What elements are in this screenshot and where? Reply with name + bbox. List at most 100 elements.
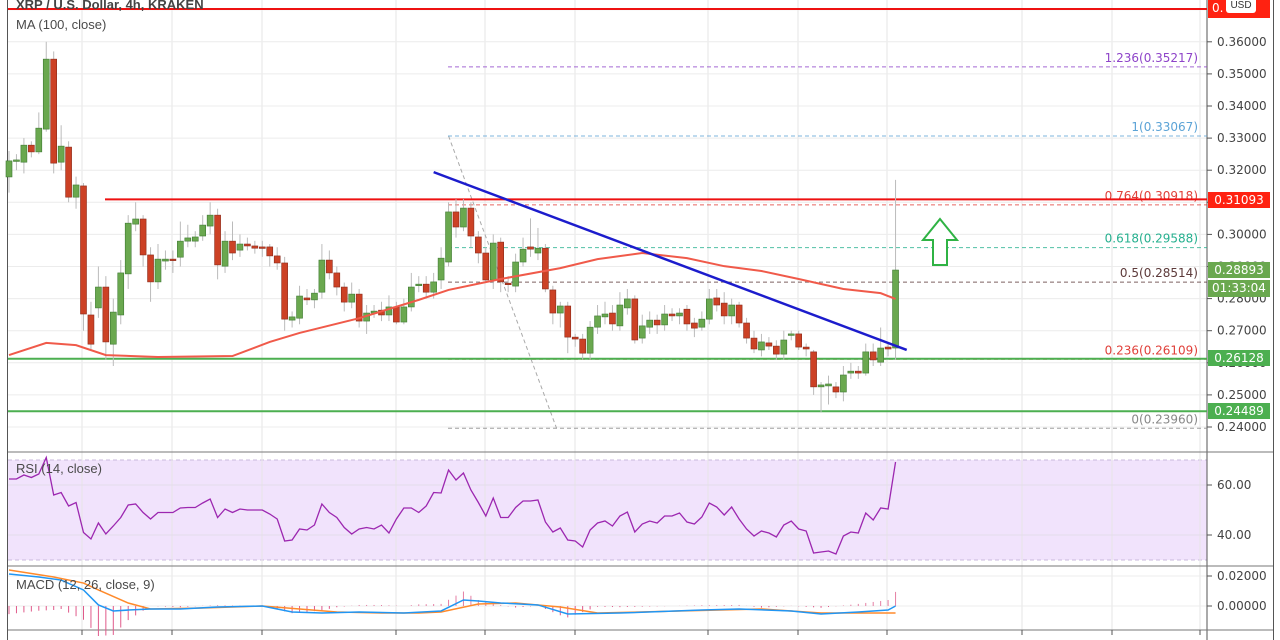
candle-body bbox=[825, 383, 832, 387]
candle-body bbox=[586, 326, 594, 354]
macd-line bbox=[8, 573, 896, 615]
candle-body bbox=[318, 259, 326, 293]
candle-body bbox=[258, 246, 266, 249]
candle-body bbox=[728, 304, 735, 317]
candle bbox=[869, 343, 877, 367]
candle-body bbox=[504, 282, 512, 285]
candle bbox=[720, 292, 728, 325]
candle-body bbox=[437, 257, 445, 281]
candle-body bbox=[452, 211, 460, 228]
fib-level-label: 0.764(0.30918) bbox=[1105, 189, 1198, 203]
macd-tick-label: 0.00000 bbox=[1217, 599, 1267, 613]
candle bbox=[579, 333, 586, 360]
candle-body bbox=[288, 316, 296, 321]
candle bbox=[363, 305, 370, 334]
candle-body bbox=[102, 286, 110, 343]
candle-body bbox=[281, 262, 288, 320]
candle-body bbox=[497, 241, 505, 283]
candle-body bbox=[132, 218, 139, 225]
fib-level-label: 1.236(0.35217) bbox=[1105, 51, 1198, 65]
candle-body bbox=[698, 318, 706, 328]
candle-body bbox=[430, 281, 437, 293]
candle bbox=[28, 141, 35, 158]
candle-body bbox=[489, 242, 497, 281]
candle bbox=[892, 179, 899, 360]
candle bbox=[35, 112, 43, 155]
candle-body bbox=[154, 258, 162, 283]
candle-body bbox=[854, 370, 862, 374]
candle-body bbox=[266, 246, 274, 257]
candle bbox=[124, 215, 132, 289]
candle-body bbox=[177, 240, 184, 258]
candle bbox=[661, 305, 668, 331]
candle bbox=[177, 221, 184, 267]
candle-body bbox=[549, 289, 557, 314]
candle bbox=[825, 375, 832, 405]
rsi-tick-label: 60.00 bbox=[1217, 478, 1251, 492]
candle-body bbox=[147, 254, 154, 283]
candle bbox=[460, 199, 467, 232]
candle bbox=[631, 295, 639, 344]
candle bbox=[773, 340, 780, 360]
candle bbox=[765, 337, 773, 350]
candle bbox=[482, 247, 490, 283]
candle bbox=[65, 141, 72, 203]
candle bbox=[750, 330, 758, 354]
candle-body bbox=[676, 312, 683, 317]
candle-body bbox=[348, 293, 356, 303]
candle bbox=[273, 247, 281, 270]
candle-body bbox=[303, 297, 311, 301]
price-tick-label: 0.36000 bbox=[1217, 35, 1267, 49]
candle bbox=[884, 343, 892, 357]
candle bbox=[728, 298, 735, 325]
candle bbox=[95, 266, 102, 318]
candle-body bbox=[832, 386, 840, 393]
candle-body bbox=[65, 146, 72, 198]
candle-body bbox=[892, 269, 899, 349]
candle-body bbox=[862, 351, 870, 374]
candle-body bbox=[795, 333, 803, 348]
candle-body bbox=[229, 240, 236, 254]
candle-body bbox=[28, 144, 35, 153]
candle bbox=[497, 237, 505, 293]
candle bbox=[80, 183, 87, 331]
candle bbox=[854, 366, 862, 379]
candle-body bbox=[355, 293, 363, 322]
candle bbox=[743, 317, 750, 344]
candle bbox=[326, 250, 333, 280]
candle bbox=[199, 215, 206, 241]
candle-body bbox=[445, 211, 452, 263]
candle-body bbox=[616, 304, 624, 327]
candle-body bbox=[139, 218, 147, 256]
support-1-price-badge: 0.26128 bbox=[1208, 350, 1270, 366]
candle-body bbox=[482, 252, 490, 281]
macd-legend: MACD (12, 26, close, 9) bbox=[16, 577, 155, 592]
candle bbox=[400, 298, 408, 325]
candle bbox=[624, 288, 631, 315]
currency-label[interactable]: USD bbox=[1226, 0, 1256, 13]
candle-body bbox=[124, 222, 132, 275]
candle bbox=[817, 382, 825, 413]
candle bbox=[102, 276, 110, 360]
candle bbox=[549, 285, 557, 325]
candle bbox=[340, 282, 348, 312]
candle-body bbox=[296, 295, 303, 319]
candle bbox=[795, 330, 803, 350]
candle-body bbox=[333, 272, 341, 288]
candle-body bbox=[326, 259, 333, 274]
ma100-line bbox=[8, 252, 896, 359]
candle bbox=[318, 244, 326, 299]
candle bbox=[57, 125, 65, 171]
candle-body bbox=[773, 345, 780, 355]
candle bbox=[475, 231, 482, 264]
fib-level-label: 1(0.33067) bbox=[1131, 120, 1198, 134]
candle bbox=[609, 305, 616, 331]
candle-body bbox=[631, 298, 639, 341]
candle bbox=[5, 150, 13, 193]
candle bbox=[758, 333, 765, 357]
candle bbox=[370, 305, 378, 318]
candle bbox=[214, 208, 221, 280]
candle bbox=[594, 305, 601, 334]
candle bbox=[832, 382, 840, 399]
